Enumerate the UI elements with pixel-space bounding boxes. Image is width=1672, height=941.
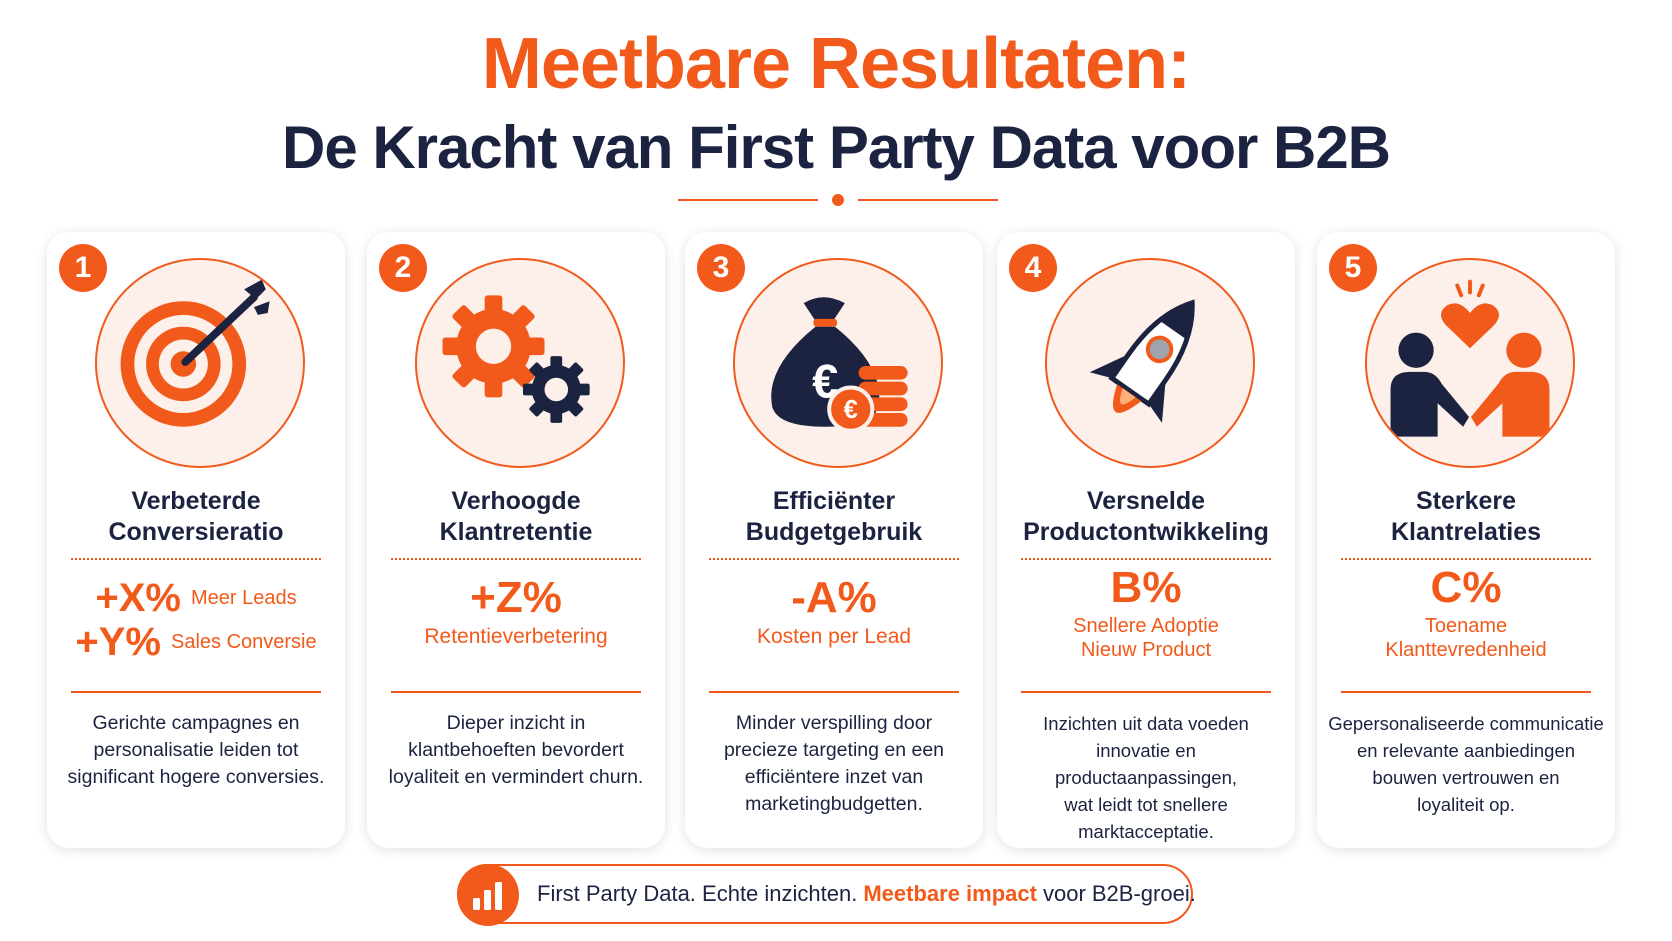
card-title: Versnelde Productontwikkeling [1023, 487, 1269, 546]
solid-divider [709, 691, 959, 693]
money-bag-icon: € € [733, 258, 943, 468]
card-number-badge: 3 [697, 244, 745, 292]
metric-label: Nieuw Product [1080, 639, 1212, 661]
dotted-divider [1021, 558, 1271, 560]
footer-highlight: Meetbare impact [863, 881, 1037, 906]
metric-value: +Z% [470, 573, 562, 622]
metric-area: +Z% Retentieverbetering [377, 572, 655, 690]
footer-text-part1: First Party Data. Echte inzichten. [537, 881, 858, 906]
handshake-heart-icon [1365, 258, 1575, 468]
dotted-divider [1341, 558, 1591, 560]
target-icon [95, 258, 305, 468]
card-number-badge: 2 [379, 244, 427, 292]
card-description: Inzichten uit data voeden innovatie en p… [1043, 713, 1249, 842]
dotted-divider [391, 558, 641, 560]
metric-area: B% Snellere Adoptie Nieuw Product [1007, 562, 1285, 680]
metric-area: C% Toename Klanttevredenheid [1327, 562, 1605, 680]
dotted-divider [71, 558, 321, 560]
metric-value: -A% [791, 573, 877, 622]
metric-label: Toename [1424, 615, 1508, 637]
card-description: Gepersonaliseerde communicatie en releva… [1328, 713, 1604, 815]
card-description: Gerichte campagnes en personalisatie lei… [67, 712, 325, 788]
card-title: Verbeterde Conversieratio [108, 487, 284, 546]
metric-label: Snellere Adoptie [1073, 615, 1219, 637]
solid-divider [1341, 691, 1591, 693]
card-title: Sterkere Klantrelaties [1390, 487, 1542, 546]
card-number-badge: 5 [1329, 244, 1377, 292]
card-title: Efficiënter Budgetgebruik [745, 487, 923, 546]
card-budget: 3 € € Efficiënter Budgetgebruik -A% Kost… [685, 232, 983, 848]
page-title: Meetbare Resultaten: [481, 24, 1191, 104]
gears-icon [415, 258, 625, 468]
solid-divider [71, 691, 321, 693]
metric-area: +X% Meer Leads +Y% Sales Conversie [57, 572, 335, 690]
card-product-development: 4 Versnelde Productontwikkeling B% Sn [997, 232, 1295, 848]
metric-label: Sales Conversie [170, 631, 317, 653]
svg-text:€: € [844, 396, 858, 424]
metric-value: C% [1430, 563, 1502, 612]
metric-label: Retentieverbetering [424, 625, 608, 648]
metric-row-sales: +Y% Sales Conversie [57, 620, 335, 664]
rocket-icon [1045, 258, 1255, 468]
metric-label: Kosten per Lead [756, 625, 912, 648]
card-description: Minder verspilling door precieze targeti… [723, 712, 945, 815]
bar-chart-icon [457, 864, 519, 926]
metric-label: Klanttevredenheid [1385, 639, 1547, 661]
card-conversion: 1 Verbeterde Conversieratio +X% Meer Lea… [47, 232, 345, 848]
metric-label: Meer Leads [190, 587, 297, 609]
solid-divider [1021, 691, 1271, 693]
title-divider [678, 193, 998, 207]
footer-text-part2: voor B2B-groei. [1042, 881, 1196, 906]
dotted-divider [709, 558, 959, 560]
solid-divider [391, 691, 641, 693]
card-customer-relations: 5 Sterkere Klantrelaties C% Toename Klan… [1317, 232, 1615, 848]
card-number-badge: 1 [59, 244, 107, 292]
footer-text: First Party Data. Echte inzichten. Meetb… [537, 866, 1196, 922]
metric-value: +X% [95, 576, 181, 620]
card-number-badge: 4 [1009, 244, 1057, 292]
metric-value: +Y% [75, 620, 161, 664]
metric-value: B% [1110, 563, 1182, 612]
card-description: Dieper inzicht in klantbehoeften bevorde… [388, 712, 644, 788]
page-subtitle: De Kracht van First Party Data voor B2B [281, 114, 1391, 181]
results-cards: 1 Verbeterde Conversieratio +X% Meer Lea… [47, 232, 1625, 848]
card-retention: 2 [367, 232, 665, 848]
metric-row-leads: +X% Meer Leads [57, 576, 335, 620]
metric-area: -A% Kosten per Lead [695, 572, 973, 690]
footer-banner: First Party Data. Echte inzichten. Meetb… [457, 864, 1196, 926]
card-title: Verhoogde Klantretentie [439, 487, 593, 546]
